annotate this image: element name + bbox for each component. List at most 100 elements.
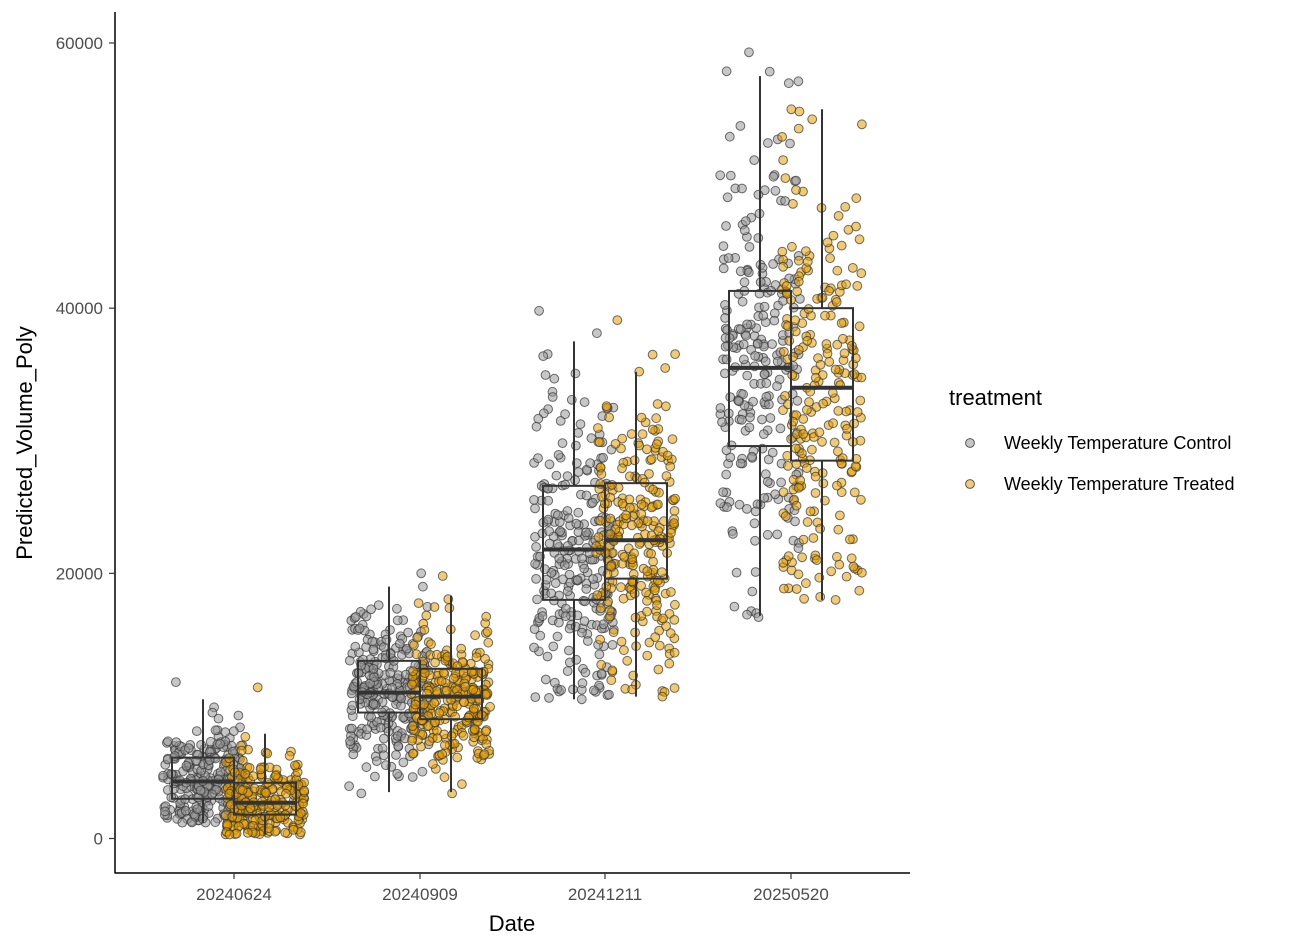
data-point	[375, 722, 386, 733]
data-point	[411, 649, 422, 660]
data-point	[595, 515, 606, 526]
data-point	[735, 266, 746, 277]
data-point	[362, 724, 373, 735]
data-point	[739, 277, 750, 288]
data-point	[718, 241, 729, 252]
data-point	[220, 727, 231, 738]
data-point	[621, 510, 631, 521]
data-point	[237, 755, 248, 766]
data-point	[529, 624, 540, 634]
data-point	[592, 328, 602, 339]
data-point	[768, 259, 778, 269]
data-point	[636, 412, 647, 423]
data-point	[747, 586, 758, 597]
data-point	[721, 66, 732, 77]
data-point	[171, 737, 182, 747]
data-point	[833, 524, 844, 535]
data-point	[429, 698, 440, 709]
data-point	[838, 333, 848, 344]
data-point	[236, 745, 247, 756]
data-point	[652, 600, 662, 611]
data-point	[753, 189, 764, 200]
data-point	[485, 701, 496, 712]
data-point	[854, 234, 865, 245]
data-point	[733, 396, 744, 406]
data-point	[426, 639, 436, 649]
data-point	[855, 395, 866, 406]
data-point	[805, 506, 816, 517]
data-point	[652, 575, 663, 586]
data-point	[793, 76, 804, 87]
x-tick-label: 20241211	[568, 885, 642, 904]
data-point	[661, 471, 672, 481]
data-point	[596, 469, 607, 480]
legend-key	[965, 479, 975, 489]
data-point	[737, 183, 747, 194]
data-point	[742, 609, 752, 620]
data-point	[540, 564, 550, 575]
data-point	[557, 438, 568, 449]
data-point	[669, 518, 679, 529]
data-point	[790, 315, 801, 326]
data-point	[750, 535, 760, 546]
data-point	[760, 356, 771, 367]
data-point	[570, 368, 581, 379]
data-point	[739, 354, 749, 365]
data-point	[531, 542, 541, 552]
x-axis-title: Date	[489, 911, 535, 936]
data-point	[815, 523, 825, 534]
data-point	[550, 578, 561, 588]
data-point	[772, 381, 782, 392]
data-point	[571, 440, 581, 451]
data-point	[822, 237, 833, 248]
legend: treatment Weekly Temperature ControlWeek…	[949, 385, 1234, 494]
data-point	[619, 552, 630, 562]
data-point	[735, 121, 746, 131]
data-point	[604, 689, 614, 700]
data-point	[666, 587, 676, 597]
data-point	[192, 804, 203, 814]
data-point	[767, 447, 778, 458]
data-point	[417, 766, 428, 777]
data-point	[818, 478, 829, 489]
data-point	[647, 349, 658, 360]
data-point	[575, 419, 586, 430]
data-point	[533, 413, 544, 424]
data-point	[240, 768, 251, 779]
data-point	[418, 581, 428, 592]
data-point	[729, 601, 740, 612]
data-point	[249, 783, 260, 794]
data-point	[750, 506, 761, 517]
box-iqr	[419, 667, 483, 721]
data-point	[768, 171, 779, 182]
data-point	[160, 806, 170, 817]
data-point	[769, 315, 780, 326]
data-point	[644, 469, 654, 479]
box	[419, 595, 483, 793]
data-point	[432, 649, 442, 660]
data-point	[618, 593, 629, 604]
legend-item: Weekly Temperature Control	[965, 433, 1231, 453]
box	[604, 371, 668, 697]
data-point	[765, 413, 776, 423]
data-point	[547, 392, 558, 402]
data-point	[725, 170, 736, 181]
data-point	[793, 345, 804, 355]
data-point	[456, 643, 467, 654]
data-point	[811, 555, 822, 565]
data-point	[833, 446, 843, 457]
tick-marks: 0 20000 40000 60000 20240624 20240909 20241211…	[56, 34, 829, 904]
legend-label: Weekly Temperature Treated	[1004, 474, 1234, 494]
data-point	[802, 256, 813, 267]
data-point	[224, 829, 235, 840]
data-point	[764, 399, 774, 410]
data-point	[777, 246, 788, 257]
data-point	[559, 560, 570, 571]
data-point	[570, 621, 581, 632]
data-point	[447, 788, 458, 799]
data-point	[664, 658, 675, 669]
data-point	[759, 493, 770, 503]
data-point	[798, 414, 809, 424]
data-point	[407, 772, 418, 782]
data-point	[191, 726, 202, 736]
